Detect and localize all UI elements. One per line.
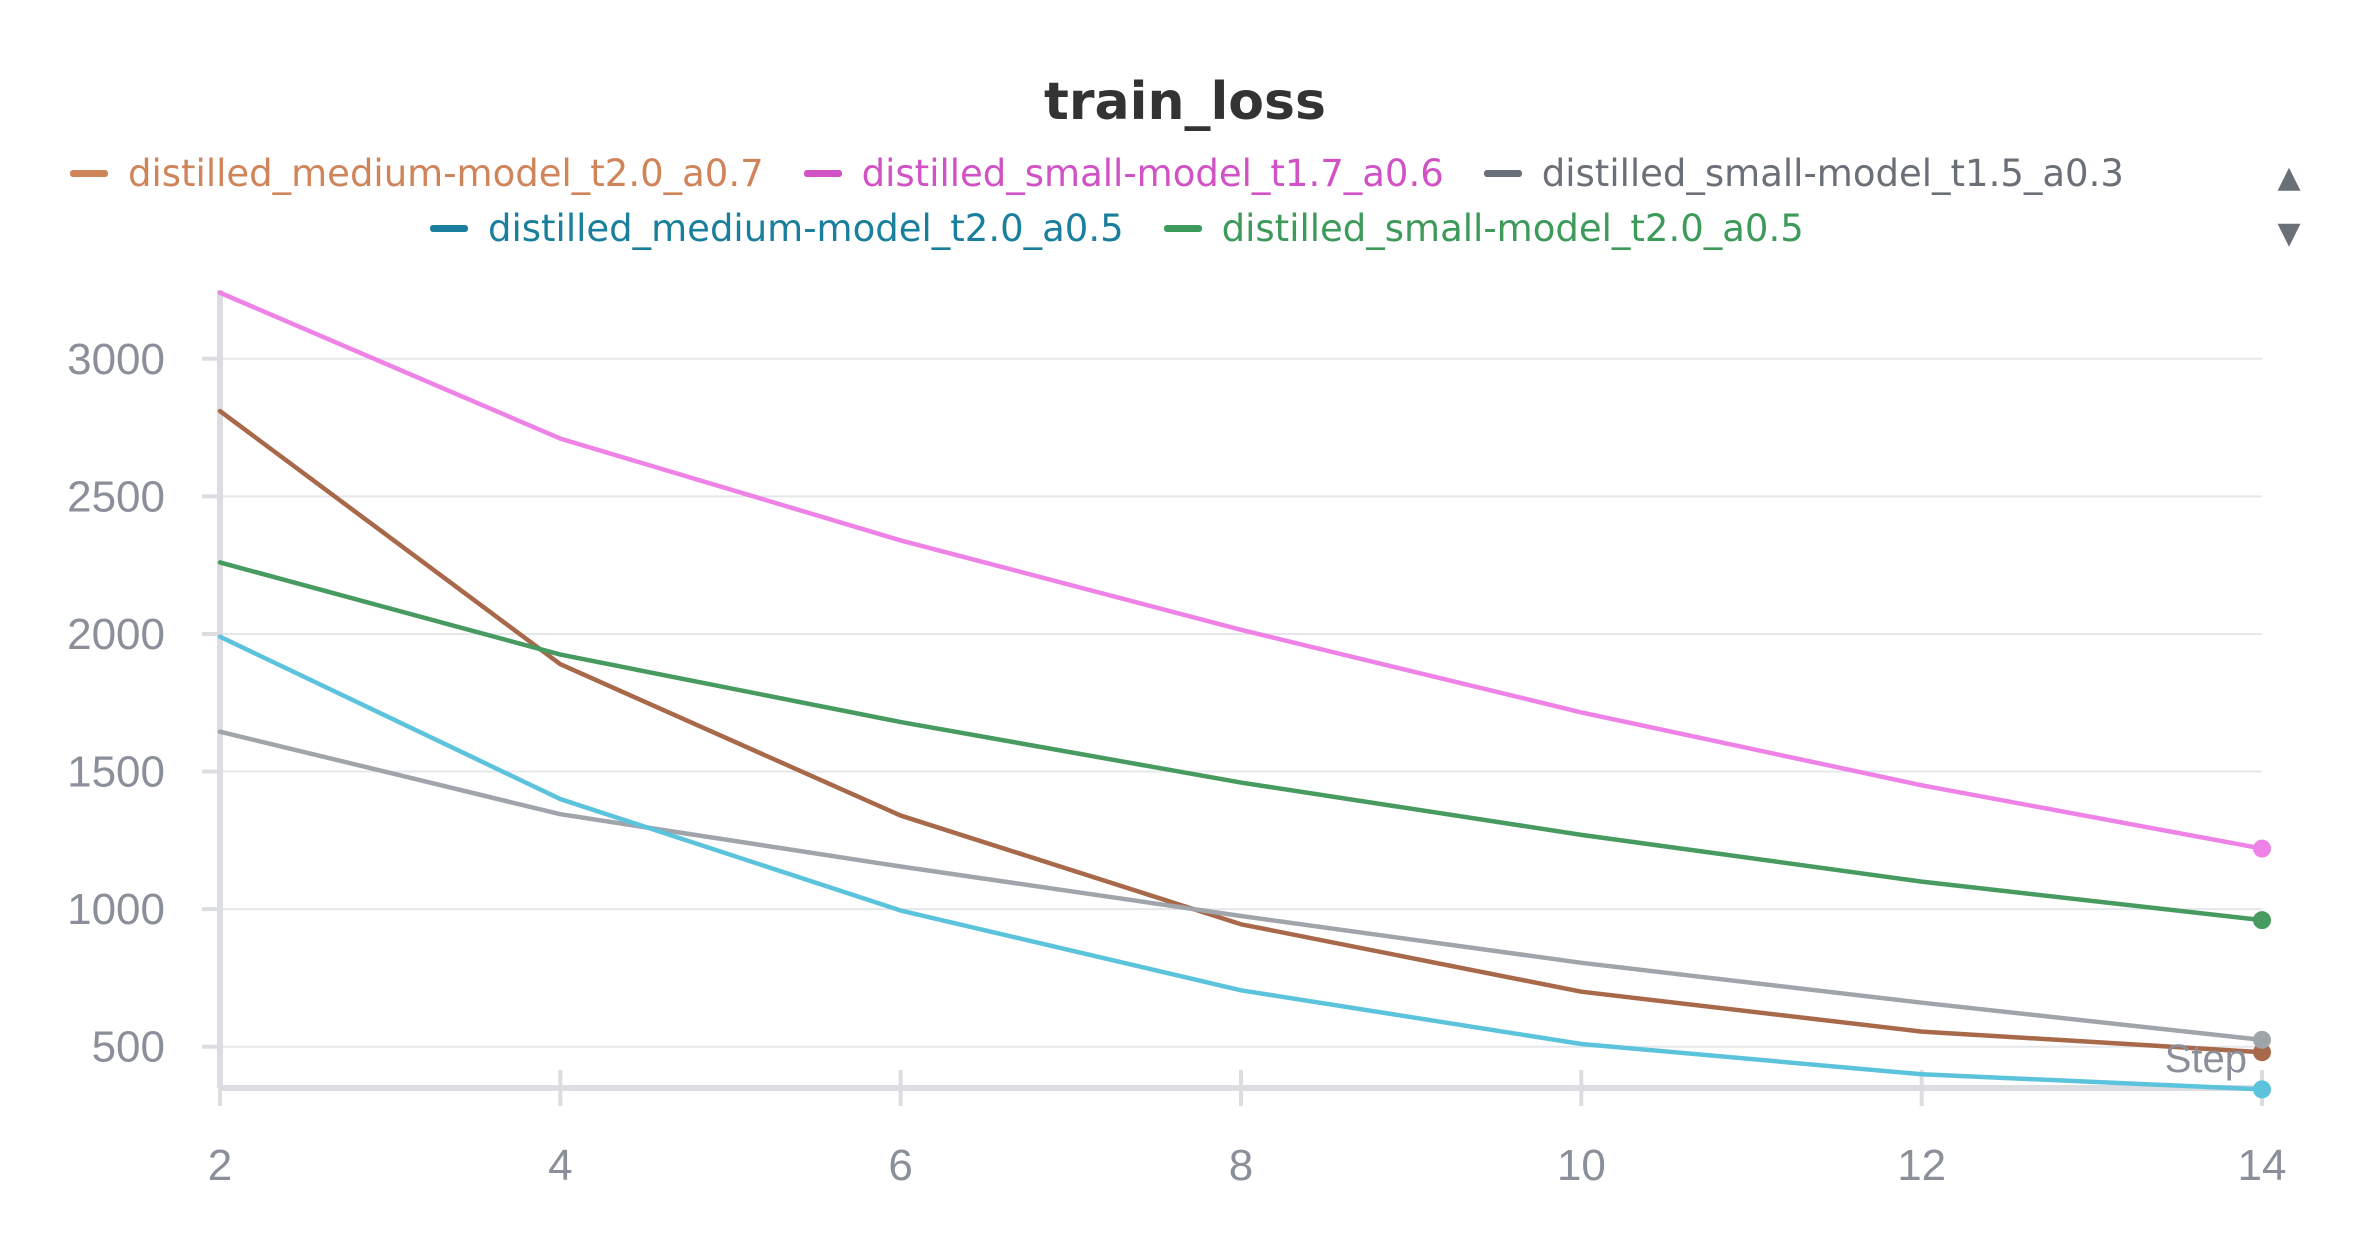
x-tick-label: 8	[1229, 1141, 1253, 1190]
y-tick-label: 3000	[67, 335, 165, 384]
x-tick-label: 14	[2238, 1141, 2287, 1190]
x-tick-label: 6	[888, 1141, 912, 1190]
y-tick-label: 500	[92, 1023, 165, 1072]
legend-item-1[interactable]: distilled_small-model_t1.7_a0.6	[803, 152, 1444, 195]
x-tick-label: 4	[548, 1141, 572, 1190]
series-line-0[interactable]	[217, 408, 2265, 1055]
legend-item-0[interactable]: distilled_medium-model_t2.0_a0.7	[70, 152, 764, 195]
x-axis-label: Step	[2165, 1037, 2247, 1081]
series-lines	[217, 290, 2271, 1099]
series-end-point-3[interactable]	[2253, 1080, 2271, 1099]
legend-scroll-up-icon[interactable]: ▲	[2277, 159, 2301, 195]
y-tick-label: 1500	[67, 748, 165, 797]
legend-swatch	[803, 170, 842, 177]
series-end-point-4[interactable]	[2253, 911, 2271, 930]
y-tick-label: 2000	[67, 610, 165, 659]
legend-swatch	[1163, 225, 1202, 232]
legend-label: distilled_small-model_t1.5_a0.3	[1541, 152, 2124, 195]
x-tick-label: 10	[1557, 1141, 1606, 1190]
chart-title: train_loss	[1044, 72, 1326, 132]
series-end-point-2[interactable]	[2253, 1030, 2271, 1049]
x-tick-label: 12	[1897, 1141, 1946, 1190]
legend-row-2: distilled_medium-model_t2.0_a0.5 distille…	[430, 207, 1844, 250]
legend-swatch	[1483, 170, 1522, 177]
y-tick-label: 2500	[67, 472, 165, 521]
legend-swatch	[430, 225, 468, 232]
series-end-point-0[interactable]	[2253, 1043, 2271, 1062]
series-line-3[interactable]	[217, 634, 2265, 1092]
legend-label: distilled_small-model_t2.0_a0.5	[1221, 207, 1804, 250]
axes	[202, 290, 2264, 1106]
y-tick-label: 1000	[67, 885, 165, 934]
legend-item-2[interactable]: distilled_small-model_t1.5_a0.3	[1483, 152, 2124, 195]
tick-labels: 500 1000 1500 2000 2500 3000 2 4 6 8 10 12 14 Step	[67, 335, 2286, 1190]
legend-item-3[interactable]: distilled_medium-model_t2.0_a0.5	[430, 207, 1124, 250]
legend-scroll-down-icon[interactable]: ▼	[2277, 215, 2301, 251]
grid-lines	[220, 357, 2262, 1048]
legend-label: distilled_small-model_t1.7_a0.6	[861, 152, 1444, 195]
legend-item-4[interactable]: distilled_small-model_t2.0_a0.5	[1163, 207, 1804, 250]
legend-label: distilled_medium-model_t2.0_a0.5	[488, 207, 1124, 250]
legend-swatch	[70, 170, 108, 177]
legend-row-1: distilled_medium-model_t2.0_a0.7 distille…	[70, 152, 2164, 195]
legend-label: distilled_medium-model_t2.0_a0.7	[128, 152, 764, 195]
series-line-1[interactable]	[217, 290, 2265, 851]
series-line-2[interactable]	[217, 729, 2265, 1043]
x-tick-label: 2	[208, 1141, 232, 1190]
series-end-point-1[interactable]	[2253, 839, 2271, 858]
series-line-4[interactable]	[217, 560, 2265, 923]
